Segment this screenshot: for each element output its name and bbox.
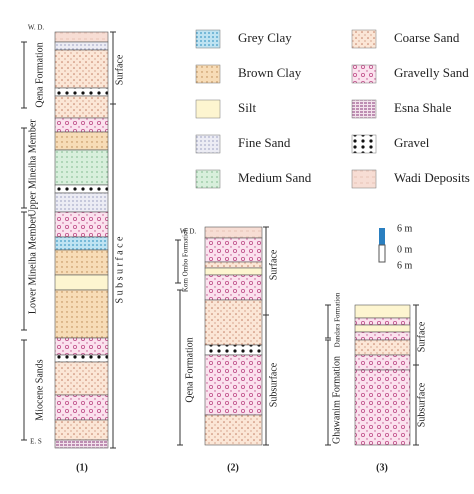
legend-swatch — [195, 169, 221, 189]
legend: Grey Clay Brown Clay Silt Fine Sand Medium S… — [195, 29, 470, 189]
layer — [54, 439, 109, 449]
formation-label: Qena Formation — [34, 42, 45, 107]
layer — [204, 354, 263, 416]
legend-swatch — [351, 169, 377, 189]
layer — [204, 226, 263, 239]
layer — [54, 117, 109, 133]
bracket — [21, 41, 27, 109]
legend-label: Gravel — [394, 135, 430, 150]
layer — [54, 337, 109, 356]
formation-label: W. D. — [180, 228, 197, 236]
layer — [54, 131, 109, 151]
zone-label: Subsurface — [416, 382, 427, 427]
layer — [54, 192, 109, 213]
layer — [54, 41, 109, 51]
legend-label: Wadi Deposits — [394, 170, 470, 185]
legend-label: Gravelly Sand — [394, 65, 469, 80]
layer — [204, 299, 263, 346]
layer — [54, 274, 109, 291]
formation-label: W. D. — [28, 24, 45, 32]
formation-label: Kom Ombo Formation — [182, 227, 190, 292]
zone-label: S u b s u r f a c e — [114, 236, 125, 303]
bracket — [21, 127, 27, 209]
layer — [54, 394, 109, 421]
layer — [354, 331, 411, 341]
layer — [354, 354, 411, 371]
layer — [54, 361, 109, 396]
layer — [54, 289, 109, 339]
zone-label: Surface — [268, 249, 279, 280]
legend-swatch — [351, 64, 377, 84]
scale-label: 0 m — [397, 244, 413, 255]
zone-label: Subsurface — [268, 362, 279, 407]
layer — [54, 419, 109, 441]
layer — [354, 339, 411, 356]
zone-label: Surface — [416, 321, 427, 352]
brackets — [21, 31, 419, 449]
legend-swatch — [195, 99, 221, 119]
column-label: (1) — [76, 462, 88, 473]
scale-bar — [379, 228, 385, 245]
legend-swatch — [195, 64, 221, 84]
formation-label: Miocene Sands — [34, 359, 45, 420]
layer — [204, 344, 263, 356]
legend-swatch — [351, 99, 377, 119]
scale-bar — [378, 244, 386, 263]
layer — [54, 354, 109, 363]
layer — [54, 249, 109, 276]
layer — [54, 95, 109, 119]
bracket — [21, 211, 27, 331]
layer — [54, 184, 109, 194]
legend-label: Grey Clay — [238, 30, 292, 45]
layer — [54, 236, 109, 251]
layer — [354, 304, 411, 319]
layer — [54, 149, 109, 186]
layer — [354, 369, 411, 446]
formation-label: E. S — [30, 438, 42, 446]
legend-label: Medium Sand — [238, 170, 312, 185]
layer — [204, 237, 263, 263]
layer — [204, 274, 263, 301]
bracket — [325, 339, 331, 446]
formation-label: Upper Mineiha Member — [27, 119, 38, 217]
formation-label: Ghawanim Formation — [331, 356, 342, 444]
legend-label: Fine Sand — [238, 135, 291, 150]
scale-label: 6 m — [397, 223, 413, 234]
bracket — [175, 239, 181, 284]
layer — [204, 261, 263, 269]
scale-label: 6 m — [397, 260, 413, 271]
legend-label: Silt — [238, 100, 256, 115]
bracket — [325, 304, 331, 339]
layer — [54, 87, 109, 97]
bracket — [263, 314, 269, 446]
layer — [54, 211, 109, 238]
bracket — [413, 364, 419, 446]
layer — [54, 49, 109, 89]
layer — [204, 414, 263, 446]
formation-label: Lower Mineiha Member — [27, 215, 38, 314]
columns — [54, 31, 411, 449]
legend-swatch — [351, 29, 377, 49]
bracket — [110, 103, 116, 449]
formation-label: Qena Formation — [184, 337, 195, 402]
legend-label: Coarse Sand — [394, 30, 460, 45]
column-label: (3) — [376, 462, 388, 473]
layer — [354, 317, 411, 326]
bracket — [21, 339, 27, 441]
legend-label: Brown Clay — [238, 65, 302, 80]
legend-label: Esna Shale — [394, 100, 452, 115]
formation-label: Dandara Formation — [334, 292, 342, 347]
bracket — [177, 289, 183, 446]
zone-label: Surface — [114, 54, 125, 85]
column-label: (2) — [227, 462, 239, 473]
layer — [204, 267, 263, 276]
legend-swatch — [195, 29, 221, 49]
legend-swatch — [351, 134, 377, 154]
layer — [354, 324, 411, 333]
layer — [54, 31, 109, 43]
legend-swatch — [195, 134, 221, 154]
